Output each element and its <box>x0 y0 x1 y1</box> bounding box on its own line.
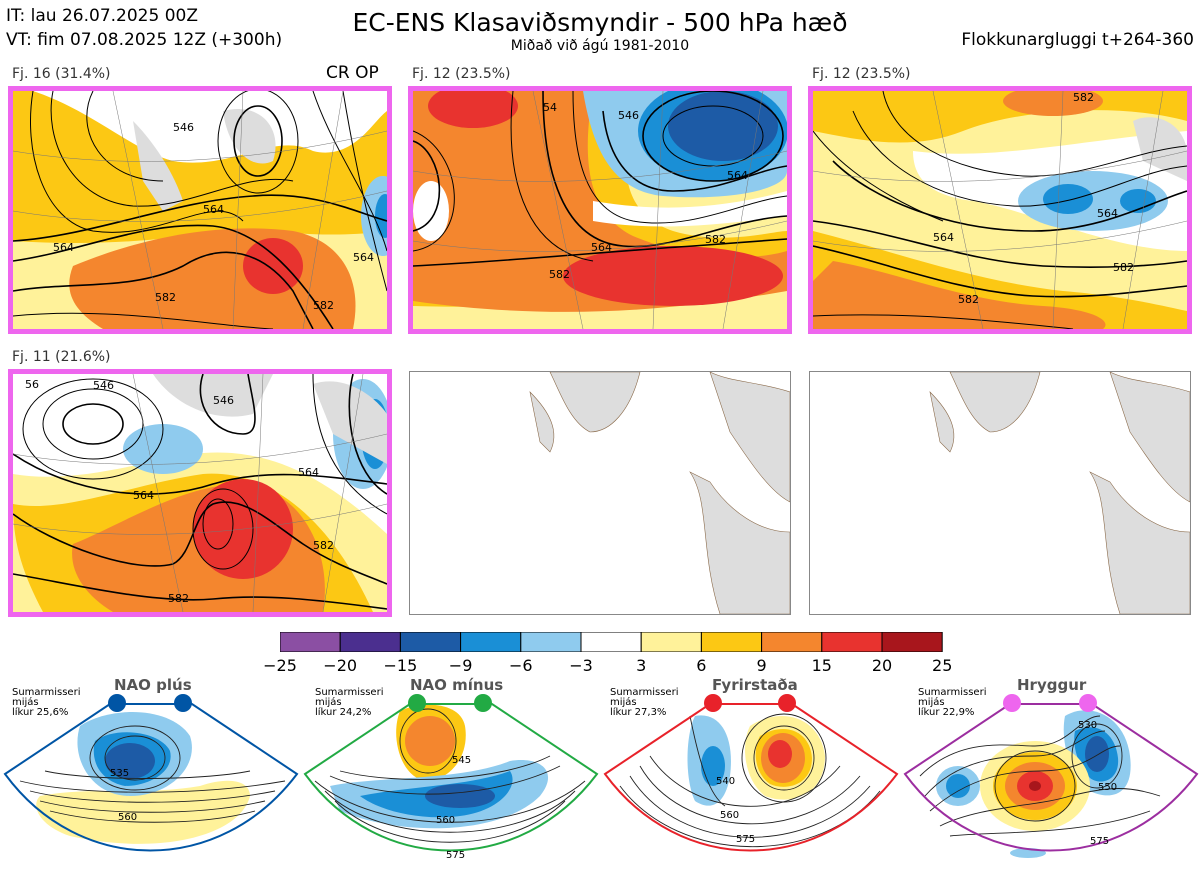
regime-4-contour-3: 575 <box>1090 836 1109 847</box>
colorbar-tick-label: −25 <box>263 656 297 675</box>
page-subtitle: Miðað við ágú 1981-2010 <box>510 38 690 54</box>
panel-2-label: Fj. 12 (23.5%) <box>412 66 511 82</box>
colorbar-swatch <box>640 631 702 653</box>
colorbar-tick-label: −20 <box>323 656 358 675</box>
colorbar-tick-label: −9 <box>448 656 473 675</box>
regime-2-season: Sumarmisseri <box>315 687 384 698</box>
panel-1-contour-label-1: 564 <box>203 203 224 216</box>
classification-window: Flokkunargluggi t+264-360 <box>961 30 1194 50</box>
regime-4-contour-1: 530 <box>1078 720 1097 731</box>
panel-3-contour-label-5: 582 <box>1073 91 1094 104</box>
panel-2-contour-label-2: 582 <box>549 268 570 281</box>
colorbar-tick-label: 25 <box>932 656 953 675</box>
empty-map-6 <box>809 371 1191 615</box>
panel-4-contour-label-2: 546 <box>213 394 234 407</box>
panel-1-contour-label-4: 582 <box>313 299 334 312</box>
regime-3-contour-2: 560 <box>720 810 739 821</box>
colorbar-tick-label: 15 <box>811 656 832 675</box>
regime-1-contour-2: 560 <box>118 812 137 823</box>
panel-3-label: Fj. 12 (23.5%) <box>812 66 911 82</box>
regime-nao-minus: Sumarmisseri mijás líkur 24,2% NAO mínus… <box>300 676 600 871</box>
panel-2-contour-label-1: 564 <box>591 241 612 254</box>
panel-1-tag: CR OP <box>326 63 379 83</box>
regime-2-contour-1: 545 <box>452 755 471 766</box>
regime-4-prob: líkur 22,9% <box>918 707 975 718</box>
regime-3-contour-1: 540 <box>716 776 735 787</box>
panel-1-contour-label-2: 564 <box>53 241 74 254</box>
regime-row: Sumarmisseri mijás líkur 25,6% NAO plús … <box>0 676 1200 871</box>
regime-4-season: Sumarmisseri <box>918 687 987 698</box>
panel-4-contour-label-1: 546 <box>93 379 114 392</box>
regime-3-prob: líkur 27,3% <box>610 707 667 718</box>
colorbar <box>279 631 943 656</box>
panel-2-contour-label-6: 54 <box>543 101 557 114</box>
colorbar-swatch <box>279 631 341 653</box>
empty-map-5 <box>409 371 791 615</box>
colorbar-swatch <box>580 631 642 653</box>
regime-2-contour-2: 560 <box>436 815 455 826</box>
panel-4-contour-label-7: 56 <box>25 378 39 391</box>
regime-2-contour-3: 575 <box>446 850 465 861</box>
regime-4-title: Hryggur <box>1017 676 1087 694</box>
regime-2-title: NAO mínus <box>410 676 504 694</box>
regime-3-contour-3: 575 <box>736 834 755 845</box>
cluster-map-4: 546 546 564 564 582 582 56 <box>8 369 392 617</box>
colorbar-swatch <box>339 631 401 653</box>
panel-1-label: Fj. 16 (31.4%) <box>12 66 111 82</box>
panel-1-contour-label-6: 564 <box>353 251 374 264</box>
cluster-map-1: 564 564 582 582 546 564 <box>8 86 392 334</box>
regime-3-title: Fyrirstaða <box>712 676 798 694</box>
regime-nao-plus: Sumarmisseri mijás líkur 25,6% NAO plús … <box>0 676 300 871</box>
regime-3-season: Sumarmisseri <box>610 687 679 698</box>
panel-3-contour-label-2: 564 <box>1097 207 1118 220</box>
panel-2-contour-label-3: 582 <box>705 233 726 246</box>
regime-1-title: NAO plús <box>114 676 192 694</box>
initial-time: IT: lau 26.07.2025 00Z <box>6 6 198 26</box>
colorbar-swatch <box>881 631 943 653</box>
regime-1-season: Sumarmisseri <box>12 687 81 698</box>
valid-time: VT: fim 07.08.2025 12Z (+300h) <box>6 30 283 50</box>
colorbar-tick-label: 20 <box>871 656 893 675</box>
page-title: EC-ENS Klasaviðsmyndir - 500 hPa hæð <box>352 8 848 37</box>
regime-3-freq: mijás <box>610 697 637 708</box>
colorbar-tick-label: 3 <box>636 656 647 675</box>
colorbar-swatch <box>399 631 462 653</box>
regime-2-prob: líkur 24,2% <box>315 707 372 718</box>
panel-3-contour-label-3: 582 <box>958 293 979 306</box>
regime-4-contour-2: 550 <box>1098 782 1117 793</box>
colorbar-swatch <box>821 631 883 653</box>
colorbar-tick-label: 9 <box>756 656 767 675</box>
regime-1-prob: líkur 25,6% <box>12 707 69 718</box>
colorbar-tick-label: −15 <box>383 656 418 675</box>
panel-4-contour-label-3: 564 <box>133 489 154 502</box>
colorbar-tick-label: 6 <box>696 656 707 675</box>
panel-2-contour-label-4: 564 <box>727 169 748 182</box>
regime-1-freq: mijás <box>12 697 39 708</box>
colorbar-swatch <box>700 631 763 653</box>
panel-3-contour-label-4: 582 <box>1113 261 1134 274</box>
colorbar-swatch <box>520 631 582 653</box>
regime-4-freq: mijás <box>918 697 945 708</box>
panel-4-contour-label-6: 582 <box>168 592 189 605</box>
colorbar-swatch <box>460 631 522 653</box>
regime-ridge: Sumarmisseri mijás líkur 22,9% Hryggur <box>900 676 1200 871</box>
regime-1-contour-1: 535 <box>110 768 129 779</box>
panel-1-contour-label-3: 582 <box>155 291 176 304</box>
regime-blocking: Sumarmisseri mijás líkur 27,3% Fyrirstað… <box>600 676 900 871</box>
colorbar-tick-label: −6 <box>509 656 533 675</box>
panel-4-label: Fj. 11 (21.6%) <box>12 349 111 365</box>
panel-3-contour-label-1: 564 <box>933 231 954 244</box>
panel-2-contour-label-5: 546 <box>618 109 639 122</box>
colorbar-swatch <box>761 631 823 653</box>
panel-4-contour-label-5: 582 <box>313 539 334 552</box>
panel-1-contour-label-5: 546 <box>173 121 194 134</box>
cluster-map-2: 564 582 582 564 546 54 <box>408 86 792 334</box>
regime-2-freq: mijás <box>315 697 342 708</box>
panel-4-contour-label-4: 564 <box>298 466 319 479</box>
cluster-map-3: 564 564 582 582 582 <box>808 86 1192 334</box>
colorbar-tick-label: −3 <box>569 656 593 675</box>
